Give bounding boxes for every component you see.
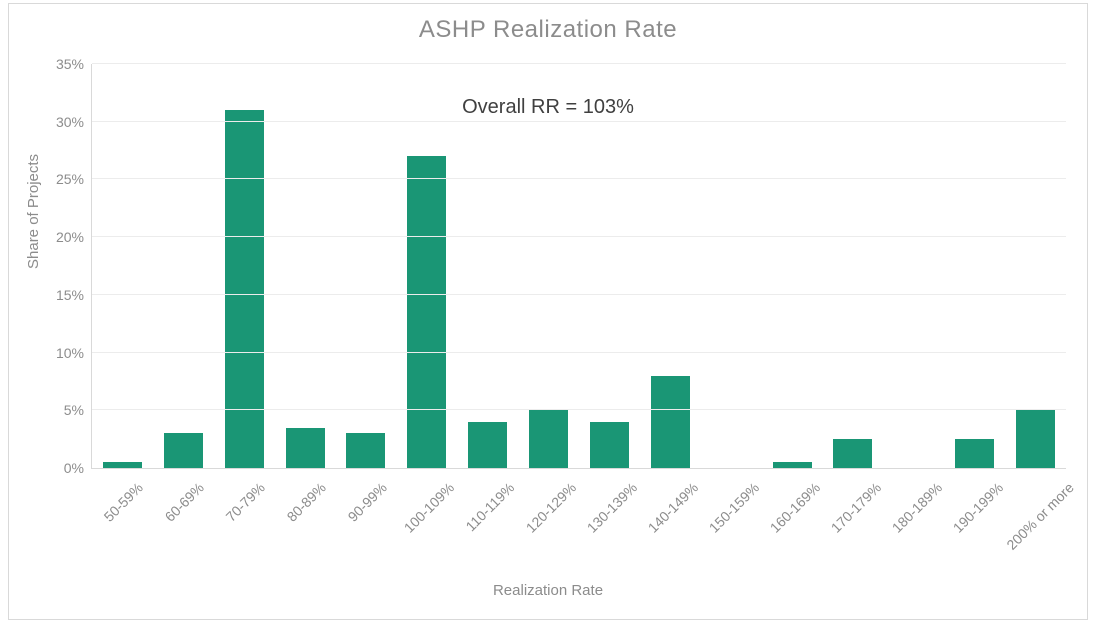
bar <box>164 433 203 468</box>
x-label-slot: 180-189% <box>883 469 944 579</box>
bars-group <box>92 64 1066 468</box>
y-tick-label: 15% <box>34 287 84 303</box>
x-tick-label: 160-169% <box>767 479 823 535</box>
y-tick-label: 35% <box>34 56 84 72</box>
gridline <box>92 294 1066 295</box>
bar-slot <box>823 64 884 468</box>
x-label-slot: 190-199% <box>944 469 1005 579</box>
x-label-slot: 120-129% <box>518 469 579 579</box>
bar-slot <box>579 64 640 468</box>
y-tick-label: 5% <box>34 402 84 418</box>
bar-slot <box>701 64 762 468</box>
x-tick-label: 130-139% <box>584 479 640 535</box>
x-label-slot: 50-59% <box>91 469 152 579</box>
y-tick-label: 20% <box>34 229 84 245</box>
x-label-slot: 200% or more <box>1005 469 1066 579</box>
bar <box>833 439 872 468</box>
x-label-slot: 90-99% <box>335 469 396 579</box>
x-axis-title: Realization Rate <box>9 582 1087 599</box>
x-tick-label: 180-189% <box>888 479 944 535</box>
y-tick-label: 30% <box>34 114 84 130</box>
bar <box>1016 410 1055 468</box>
x-tick-label: 200% or more <box>1003 479 1076 552</box>
x-label-slot: 80-89% <box>274 469 335 579</box>
gridline <box>92 409 1066 410</box>
bar <box>103 462 142 468</box>
x-tick-label: 100-109% <box>401 479 457 535</box>
x-label-slot: 170-179% <box>822 469 883 579</box>
bar-slot <box>457 64 518 468</box>
x-labels-group: 50-59% 60-69% 70-79% 80-89% 90-99%100-109%11… <box>91 469 1066 579</box>
bar-slot <box>92 64 153 468</box>
bar-slot <box>944 64 1005 468</box>
x-label-slot: 110-119% <box>457 469 518 579</box>
gridline <box>92 121 1066 122</box>
gridline <box>92 63 1066 64</box>
bar-slot <box>762 64 823 468</box>
chart-container: ASHP Realization Rate Overall RR = 103% … <box>8 3 1088 620</box>
plot-area: 0%5%10%15%20%25%30%35% <box>91 64 1066 469</box>
bar-slot <box>1005 64 1066 468</box>
x-tick-label: 170-179% <box>827 479 883 535</box>
bar-slot <box>883 64 944 468</box>
bar-slot <box>214 64 275 468</box>
bar <box>346 433 385 468</box>
gridline <box>92 236 1066 237</box>
x-label-slot: 100-109% <box>396 469 457 579</box>
x-label-slot: 60-69% <box>152 469 213 579</box>
bar-slot <box>396 64 457 468</box>
x-tick-label: 60-69% <box>162 479 207 524</box>
bar <box>468 422 507 468</box>
bar-slot <box>336 64 397 468</box>
x-tick-label: 80-89% <box>284 479 329 524</box>
bar <box>955 439 994 468</box>
x-label-slot: 160-169% <box>761 469 822 579</box>
x-tick-label: 90-99% <box>345 479 390 524</box>
x-label-slot: 130-139% <box>579 469 640 579</box>
bar-slot <box>275 64 336 468</box>
bar <box>651 376 690 468</box>
y-tick-label: 10% <box>34 345 84 361</box>
bar-slot <box>640 64 701 468</box>
chart-title: ASHP Realization Rate <box>9 16 1087 44</box>
x-label-slot: 150-159% <box>700 469 761 579</box>
gridline <box>92 178 1066 179</box>
y-tick-label: 0% <box>34 460 84 476</box>
x-tick-label: 150-159% <box>706 479 762 535</box>
bar <box>773 462 812 468</box>
bar <box>286 428 325 468</box>
gridline <box>92 352 1066 353</box>
x-label-slot: 70-79% <box>213 469 274 579</box>
bar <box>590 422 629 468</box>
x-tick-label: 120-129% <box>523 479 579 535</box>
x-tick-label: 50-59% <box>101 479 146 524</box>
bar-slot <box>518 64 579 468</box>
x-tick-label: 70-79% <box>223 479 268 524</box>
bar-slot <box>153 64 214 468</box>
x-label-slot: 140-149% <box>639 469 700 579</box>
bar <box>407 156 446 468</box>
x-tick-label: 110-119% <box>462 479 517 534</box>
y-tick-label: 25% <box>34 171 84 187</box>
bar <box>529 410 568 468</box>
x-tick-label: 140-149% <box>645 479 701 535</box>
x-tick-label: 190-199% <box>949 479 1005 535</box>
bar <box>225 110 264 468</box>
